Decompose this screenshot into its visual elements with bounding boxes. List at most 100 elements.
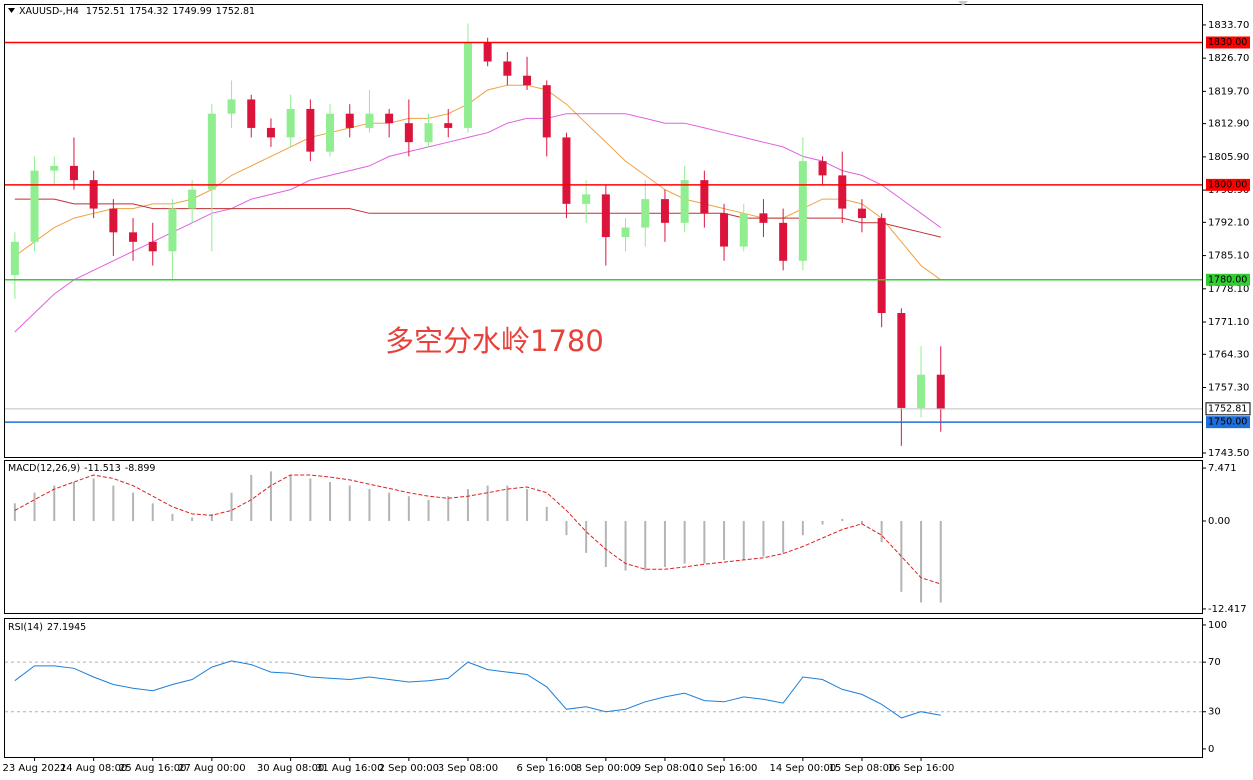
macd-bar	[644, 520, 647, 571]
symbol: XAUUSD-,H4	[19, 6, 79, 17]
macd-bar	[407, 496, 410, 521]
x-tick-label: 16 Sep 16:00	[888, 763, 955, 774]
macd-bar	[388, 492, 391, 521]
rsi-value: 27.1945	[47, 622, 86, 633]
y-tick-label: 70	[1208, 657, 1221, 668]
y-tick-label: 1778.10	[1208, 284, 1249, 295]
candle-body	[838, 175, 847, 209]
candle-body	[720, 213, 729, 247]
candle-body	[404, 123, 413, 143]
candle-body	[69, 165, 78, 181]
candle-body	[739, 213, 748, 247]
y-tick-label: 1771.10	[1208, 317, 1249, 328]
candle-body	[89, 180, 98, 209]
candle-body	[700, 180, 709, 214]
macd-bar	[289, 474, 292, 521]
macd-bar	[230, 492, 233, 521]
macd-bar	[210, 513, 213, 521]
candle-body	[917, 374, 926, 408]
candle-body	[523, 75, 532, 86]
candle-body	[345, 113, 354, 128]
price-panel	[4, 4, 1203, 458]
y-tick-label: -12.417	[1208, 604, 1247, 615]
x-tick-label: 30 Aug 08:00	[257, 763, 324, 774]
rsi-panel	[4, 618, 1203, 758]
macd-bar	[112, 485, 115, 521]
level-label-bg	[1206, 178, 1250, 191]
macd-bar	[742, 520, 745, 560]
candle-body	[562, 137, 571, 204]
candle-body	[30, 170, 39, 242]
y-tick-label: 0.00	[1208, 516, 1230, 527]
y-tick-label: 1819.70	[1208, 86, 1249, 97]
macd-bar	[545, 506, 548, 521]
macd-bar	[585, 520, 588, 553]
candle-body	[641, 199, 650, 228]
macd-bar	[368, 489, 371, 521]
level-label-bg	[1206, 36, 1250, 49]
macd-bar	[663, 520, 666, 568]
macd-bar	[191, 517, 194, 521]
x-tick-label: 15 Sep 08:00	[829, 763, 896, 774]
scroll-marker	[958, 1, 968, 6]
macd-header: MACD(12,26,9) -11.513 -8.899	[8, 463, 155, 474]
quote-close: 1752.81	[216, 6, 255, 17]
y-tick-label: 0	[1208, 744, 1214, 755]
macd-bar	[92, 478, 95, 521]
y-tick-label: 1757.30	[1208, 383, 1249, 394]
macd-bar	[486, 485, 489, 521]
candle-body	[286, 108, 295, 138]
x-tick-label: 6 Sep 16:00	[517, 763, 577, 774]
y-tick-label: 100	[1208, 620, 1227, 631]
level-label: 1752.81	[1208, 403, 1247, 414]
menu-arrow[interactable]	[8, 8, 15, 13]
macd-bar	[782, 520, 785, 553]
level-label-bg	[1206, 416, 1250, 429]
candle-body	[168, 208, 177, 252]
candle-body	[247, 99, 256, 128]
macd-bar	[860, 520, 863, 525]
macd-bar	[801, 520, 804, 536]
candle-body	[621, 227, 630, 238]
y-tick-label: 1792.10	[1208, 217, 1249, 228]
macd-panel	[4, 460, 1203, 614]
y-tick-label: 1833.70	[1208, 20, 1249, 31]
candle-body	[306, 108, 315, 152]
candle-body	[503, 61, 512, 76]
candle-body	[207, 113, 216, 190]
macd-signal: -8.899	[125, 463, 156, 474]
candle-body	[266, 127, 275, 138]
level-label: 1830.00	[1208, 37, 1247, 48]
y-tick-label: 7.471	[1208, 463, 1237, 474]
candle-body	[542, 85, 551, 138]
x-tick-label: 14 Sep 00:00	[769, 763, 836, 774]
macd-signal	[14, 474, 941, 585]
y-tick-label: 30	[1208, 707, 1221, 718]
macd-bar	[269, 471, 272, 521]
candle-body	[582, 194, 591, 204]
level-label-bg	[1206, 273, 1250, 286]
level-label: 1750.00	[1208, 417, 1247, 428]
macd-bar	[33, 492, 36, 521]
level-label-bg	[1205, 402, 1251, 416]
x-tick-label: 9 Sep 08:00	[635, 763, 695, 774]
x-tick-label: 10 Sep 16:00	[691, 763, 758, 774]
candle-body	[385, 113, 394, 124]
quote-open: 1752.51	[86, 6, 125, 17]
price-header: XAUUSD-,H4 1752.51 1754.32 1749.99 1752.81	[19, 6, 255, 17]
x-tick-label: 27 Aug 00:00	[178, 763, 245, 774]
y-tick-label: 1826.70	[1208, 53, 1249, 64]
candle-body	[326, 113, 335, 152]
rsi-line	[14, 660, 941, 719]
y-tick-label: 1805.90	[1208, 152, 1249, 163]
candle-body	[109, 208, 118, 233]
quote-high: 1754.32	[129, 6, 168, 17]
macd-bar	[624, 520, 627, 571]
macd-bar	[920, 520, 923, 603]
macd-bar	[900, 520, 903, 592]
candle-body	[227, 99, 236, 114]
candle-body	[936, 374, 945, 409]
y-tick-label: 1764.30	[1208, 349, 1249, 360]
